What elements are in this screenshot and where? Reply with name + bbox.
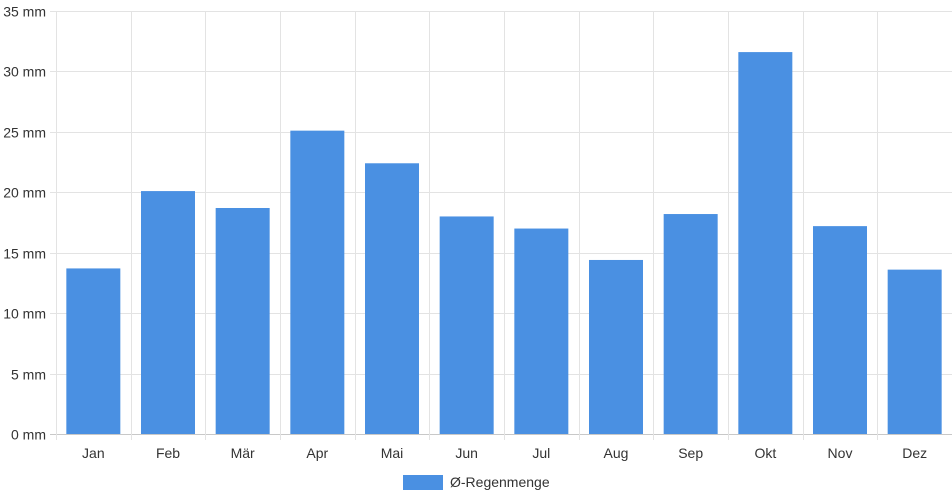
bar-feb bbox=[141, 191, 195, 434]
bar-mai bbox=[365, 163, 419, 434]
x-tick-label: Nov bbox=[828, 445, 853, 461]
bar-aug bbox=[589, 259, 643, 434]
bar-nov bbox=[813, 226, 867, 434]
bar-mär bbox=[215, 207, 270, 434]
x-tick-label: Jul bbox=[532, 445, 550, 461]
bar-okt bbox=[738, 52, 793, 434]
y-tick-label: 5 mm bbox=[11, 367, 46, 383]
bar-jul bbox=[514, 228, 569, 434]
x-tick-label: Okt bbox=[754, 445, 776, 461]
y-tick-label: 25 mm bbox=[3, 125, 46, 141]
legend-label: Ø-Regenmenge bbox=[450, 474, 550, 490]
bar-sep bbox=[663, 214, 718, 434]
x-tick-label: Aug bbox=[604, 445, 629, 461]
y-tick-label: 10 mm bbox=[3, 306, 46, 322]
y-tick-label: 20 mm bbox=[3, 185, 46, 201]
y-tick-label: 0 mm bbox=[11, 427, 46, 443]
x-tick-label: Jun bbox=[455, 445, 478, 461]
x-tick-label: Feb bbox=[156, 445, 180, 461]
bar-jun bbox=[439, 216, 494, 434]
x-tick-label: Apr bbox=[306, 445, 328, 461]
legend-swatch bbox=[403, 475, 443, 490]
x-tick-label: Sep bbox=[678, 445, 703, 461]
y-tick-label: 30 mm bbox=[3, 64, 46, 80]
x-tick-label: Dez bbox=[902, 445, 927, 461]
bar-dez bbox=[887, 269, 942, 434]
y-tick-label: 15 mm bbox=[3, 246, 46, 262]
x-tick-label: Jan bbox=[82, 445, 105, 461]
bar-jan bbox=[66, 268, 121, 434]
y-tick-label: 35 mm bbox=[3, 4, 46, 20]
x-tick-label: Mär bbox=[231, 445, 255, 461]
x-tick-label: Mai bbox=[381, 445, 404, 461]
bar-apr bbox=[290, 130, 345, 435]
